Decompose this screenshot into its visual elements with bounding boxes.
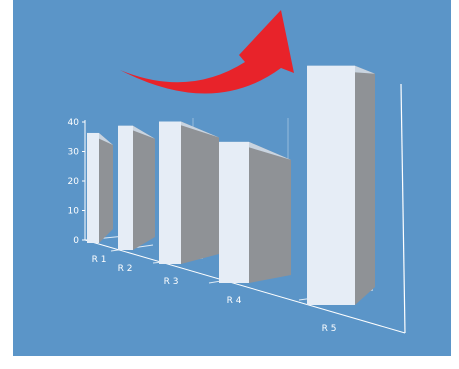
bar-r4 <box>219 141 249 283</box>
axis-layer <box>82 83 406 334</box>
bar-r3 <box>159 121 181 264</box>
label-layer: 0 10 20 30 40 R 1 R 2 R 3 R 4 R 5 <box>68 118 337 334</box>
x-tick-label-r4: R 4 <box>227 296 242 306</box>
bar-side-r1 <box>99 132 113 243</box>
arrow-layer <box>120 10 294 94</box>
bar-chart-3d: 0 10 20 30 40 R 1 R 2 R 3 R 4 R 5 <box>68 10 406 334</box>
bar-side-r3 <box>181 121 219 264</box>
x-tick-label-r3: R 3 <box>164 277 179 287</box>
y-tick-label: 30 <box>68 148 80 158</box>
y-tick-label: 20 <box>68 177 80 187</box>
right-axis-line <box>400 83 406 334</box>
bar-top-r2 <box>118 125 155 139</box>
y-tick-label: 40 <box>68 118 80 128</box>
x-tick-label-r5: R 5 <box>322 324 337 334</box>
y-tick-label: 10 <box>68 207 80 217</box>
bar-top-r4 <box>219 141 291 160</box>
bar-r1 <box>87 132 99 243</box>
bar-side-r4 <box>249 141 291 283</box>
bar-r2 <box>118 125 133 250</box>
x-tick-label-r1: R 1 <box>92 255 107 265</box>
bar-side-r5 <box>355 65 375 305</box>
bar-layer <box>87 65 375 305</box>
y-tick-label: 0 <box>73 236 79 246</box>
chart-canvas: 0 10 20 30 40 R 1 R 2 R 3 R 4 R 5 <box>13 0 451 356</box>
x-tick-label-r2: R 2 <box>118 264 133 274</box>
x-axis-line <box>84 239 406 334</box>
bar-side-r2 <box>133 125 155 250</box>
bar-r5 <box>307 65 355 305</box>
trend-arrow <box>120 10 294 94</box>
